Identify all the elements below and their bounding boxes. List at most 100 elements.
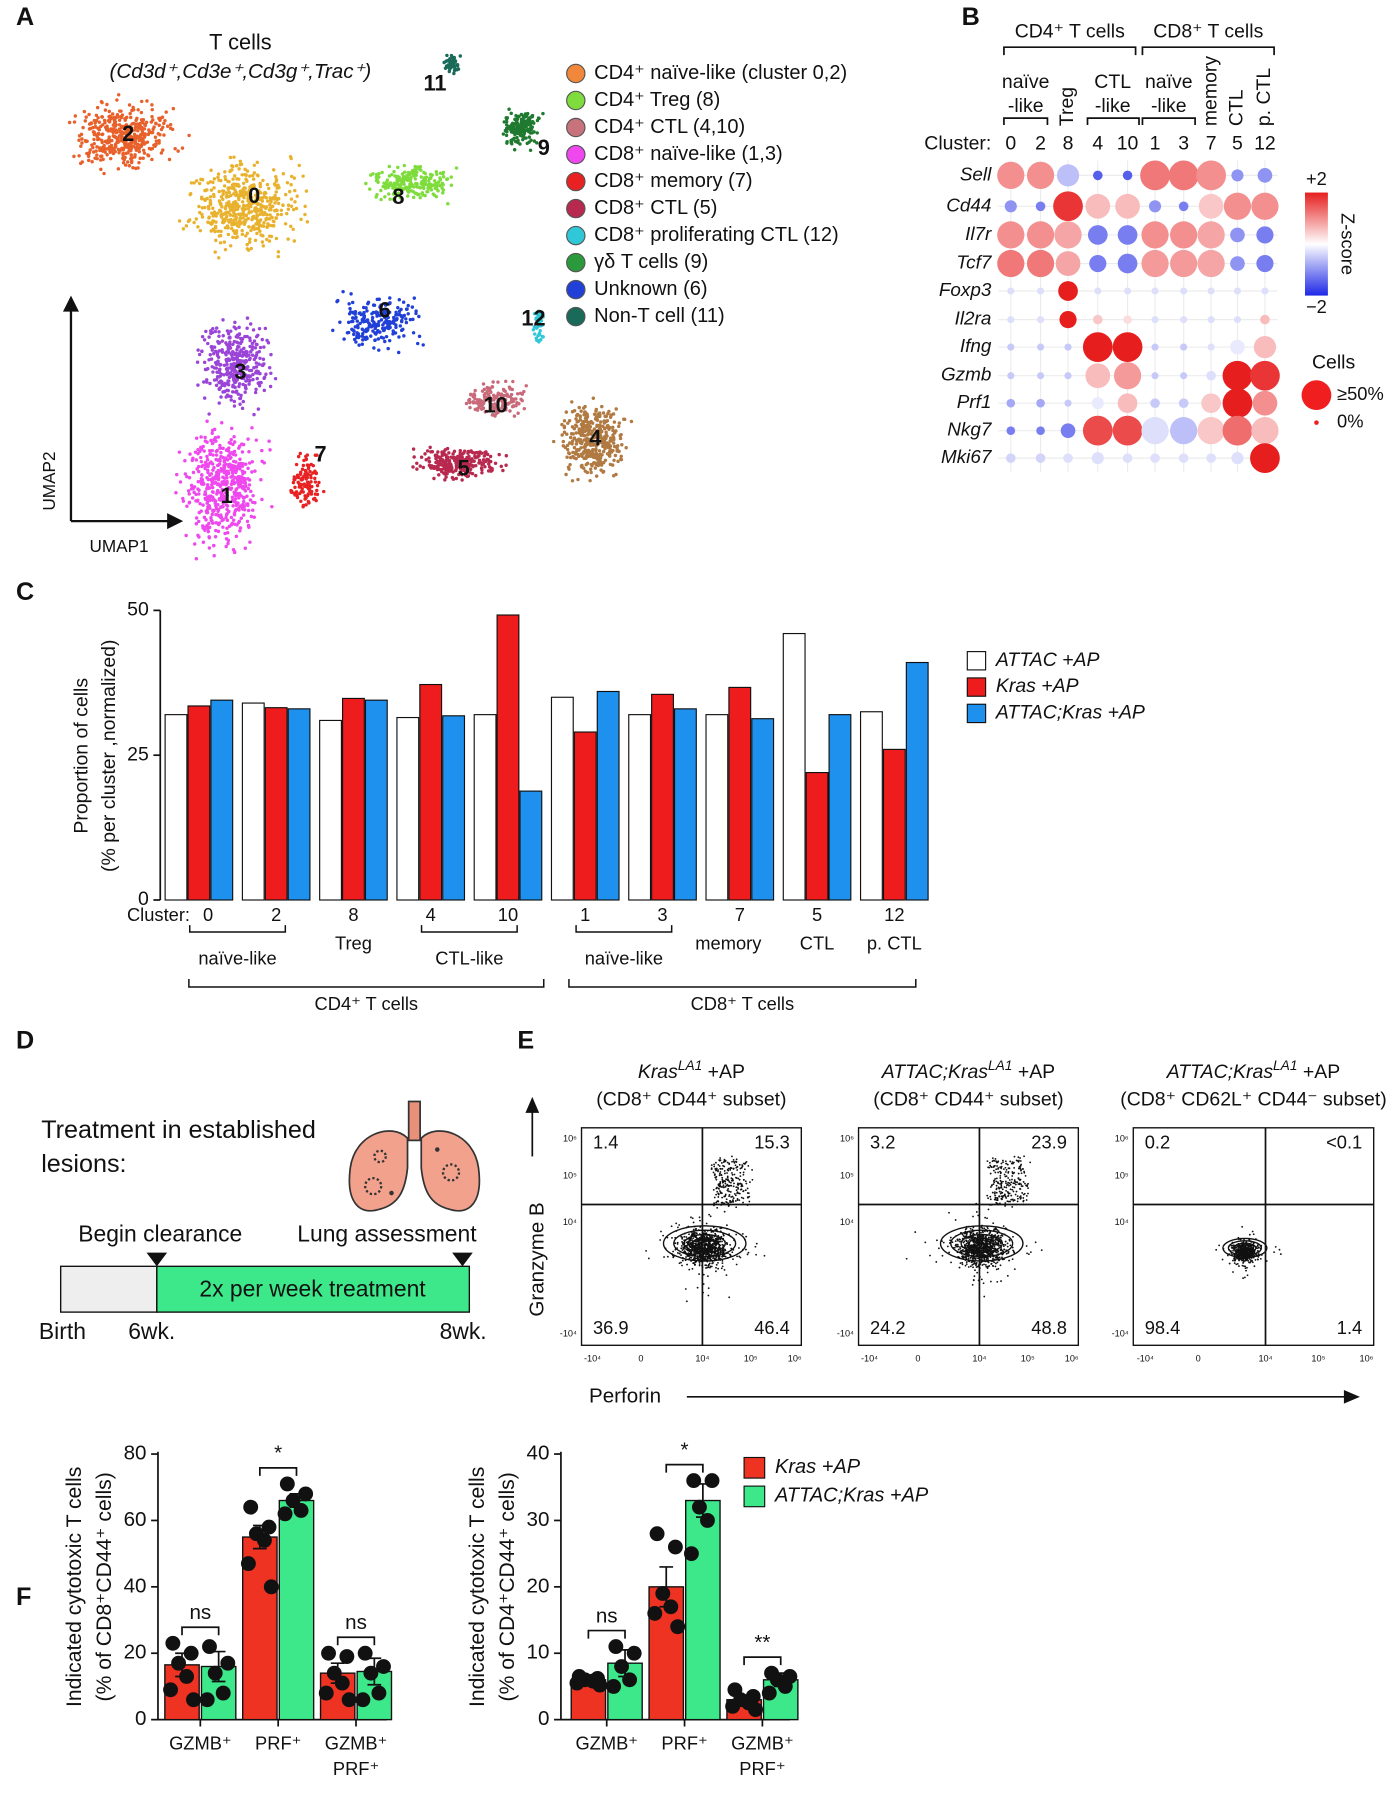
flow-event	[721, 1267, 723, 1269]
umap-cell	[122, 158, 125, 161]
umap-cell	[229, 156, 232, 159]
flow-event	[680, 1247, 682, 1249]
umap-cell	[213, 250, 216, 253]
umap-cell	[573, 437, 576, 440]
umap-cell	[314, 472, 317, 475]
umap-cell	[68, 121, 71, 124]
flow-event	[742, 1174, 744, 1176]
umap-cell	[375, 179, 378, 182]
flow-event	[717, 1268, 719, 1270]
umap-cell	[209, 329, 212, 332]
umap-cell	[231, 522, 234, 525]
umap-cell	[613, 420, 616, 423]
umap-cell	[305, 477, 308, 480]
umap-cell	[568, 463, 571, 466]
umap-cell	[262, 377, 265, 380]
umap-cell	[501, 469, 504, 472]
umap-cell	[469, 393, 472, 396]
umap-cell	[469, 460, 472, 463]
umap-cell	[228, 441, 231, 444]
umap-cell	[423, 452, 426, 455]
umap-cell	[216, 489, 219, 492]
umap-cell	[295, 463, 298, 466]
umap-cell	[196, 383, 199, 386]
umap-cell	[102, 144, 105, 147]
flow-event	[681, 1237, 683, 1239]
flow-event	[748, 1252, 750, 1254]
umap-cell	[124, 163, 127, 166]
y-tick-label: 50	[127, 599, 149, 621]
flow-event	[682, 1260, 684, 1262]
umap-cell	[277, 197, 280, 200]
dot	[1141, 221, 1168, 248]
flow-event	[732, 1201, 734, 1203]
flow-event	[704, 1244, 706, 1246]
flow-event	[743, 1179, 745, 1181]
dot	[1007, 372, 1014, 379]
umap-cell	[596, 458, 599, 461]
umap-cell	[423, 179, 426, 182]
dot	[1256, 255, 1273, 272]
umap-cell	[511, 380, 514, 383]
umap-cell	[322, 490, 325, 493]
flow-event	[692, 1262, 694, 1264]
umap-cell	[224, 217, 227, 220]
umap-cell	[282, 172, 285, 175]
flow-event	[667, 1256, 669, 1258]
flow-event	[716, 1239, 718, 1241]
umap-cell	[213, 177, 216, 180]
umap-cell	[231, 390, 234, 393]
dot	[1169, 161, 1199, 191]
umap-cell	[489, 455, 492, 458]
umap-cell	[248, 369, 251, 372]
dot	[1006, 453, 1016, 463]
dot	[1005, 200, 1017, 212]
umap-cell	[252, 413, 255, 416]
category-label: 5	[812, 904, 822, 925]
umap-cell	[198, 353, 201, 356]
umap-cell	[226, 373, 229, 376]
umap-cell	[193, 485, 196, 488]
umap-cell	[222, 334, 225, 337]
flow-event	[693, 1222, 695, 1224]
flow-event	[694, 1264, 696, 1266]
umap-cell	[602, 439, 605, 442]
panel-label: B	[962, 3, 980, 31]
dot	[1179, 201, 1189, 211]
umap-cell	[277, 202, 280, 205]
flow-event	[736, 1264, 738, 1266]
umap-cell	[218, 199, 221, 202]
flow-event	[732, 1199, 734, 1201]
dot	[1027, 162, 1054, 189]
umap-cell	[226, 379, 229, 382]
flow-event	[722, 1266, 724, 1268]
dot	[1058, 281, 1078, 301]
bar	[686, 1501, 720, 1720]
umap-cell	[295, 194, 298, 197]
data-point	[668, 1540, 683, 1555]
bar	[320, 720, 342, 900]
umap-cell	[207, 478, 210, 481]
umap-cell	[248, 483, 251, 486]
umap-cell	[365, 309, 368, 312]
flow-event	[709, 1243, 711, 1245]
umap-cell	[259, 346, 262, 349]
umap-cell	[358, 312, 361, 315]
flow-event	[730, 1182, 732, 1184]
dot	[1231, 452, 1243, 464]
flow-event	[709, 1235, 711, 1237]
umap-cell	[224, 212, 227, 215]
flow-event	[715, 1179, 717, 1181]
umap-cell	[269, 353, 272, 356]
umap-cell	[168, 158, 171, 161]
flow-event	[716, 1207, 718, 1209]
umap-cell	[357, 336, 360, 339]
umap-cell	[250, 247, 253, 250]
umap-cell	[231, 236, 234, 239]
umap-cell	[521, 138, 524, 141]
flow-event	[707, 1265, 709, 1267]
size-legend-label: 0%	[1337, 410, 1363, 431]
umap-cell	[468, 400, 471, 403]
umap-cell	[244, 350, 247, 353]
umap-cell	[273, 201, 276, 204]
